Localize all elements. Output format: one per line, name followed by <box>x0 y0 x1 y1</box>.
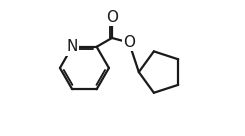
Text: N: N <box>66 39 78 54</box>
Text: O: O <box>106 10 118 25</box>
Text: O: O <box>123 35 135 50</box>
